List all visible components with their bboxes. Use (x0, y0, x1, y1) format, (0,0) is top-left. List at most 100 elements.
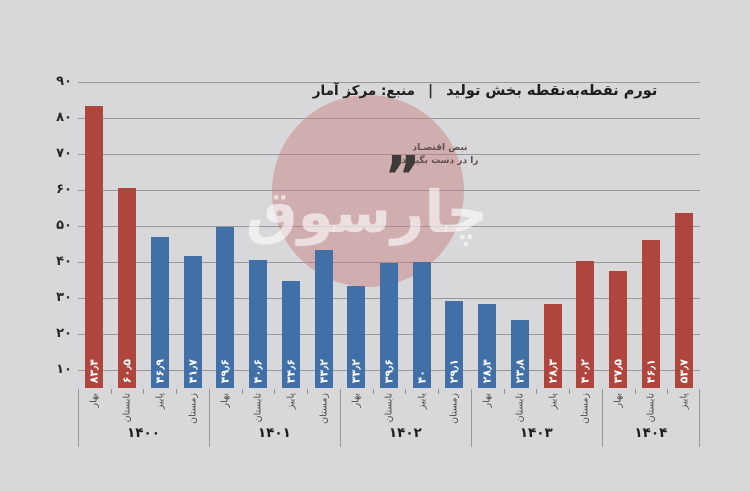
season-label: پاییز (678, 393, 689, 409)
bar-value-label: ۵۳٫۷ (677, 359, 690, 383)
y-axis-tick-label: ۶۰ (32, 181, 72, 199)
season-label: بهار (220, 393, 231, 408)
bar: ۴۱٫۷ (184, 256, 202, 388)
season-tick (373, 389, 374, 394)
season-label: تابستان (253, 393, 264, 422)
season-label: زمستان (580, 393, 591, 424)
bar-slot: ۲۳٫۸ (504, 64, 537, 388)
bar: ۲۸٫۴ (478, 304, 496, 388)
y-axis-tick-label: ۲۰ (32, 325, 72, 343)
season-label: پاییز (285, 393, 296, 409)
bar: ۴۶٫۱ (642, 240, 660, 388)
bar: ۲۹٫۱ (445, 301, 463, 388)
season-tick (667, 389, 668, 394)
header-separator: | (428, 83, 433, 99)
bar-slot: ۴۹٫۶ (209, 64, 242, 388)
season-label: بهار (89, 393, 100, 408)
bar: ۳۴٫۶ (282, 281, 300, 388)
bar: ۴۰٫۶ (249, 260, 267, 388)
bar: ۳۷٫۵ (609, 271, 627, 388)
bar-slot: ۲۹٫۱ (438, 64, 471, 388)
season-tick (111, 389, 112, 394)
season-tick (438, 389, 439, 394)
x-axis: بهار تابستان پاییز زمستان بهار تابستان پاییز زم… (78, 388, 700, 458)
season-tick (405, 389, 406, 394)
season-label: پاییز (416, 393, 427, 409)
bar: ۸۳٫۴ (85, 106, 103, 388)
bar-slot: ۳۷٫۵ (602, 64, 635, 388)
year-label: ۱۴۰۳ (471, 425, 602, 441)
bar: ۴۰ (413, 262, 431, 388)
bar: ۲۳٫۸ (511, 320, 529, 388)
bar-value-label: ۴۶٫۱ (644, 359, 657, 383)
bar-slot: ۳۹٫۶ (373, 64, 406, 388)
bar-value-label: ۸۳٫۴ (88, 359, 101, 383)
bar-value-label: ۴۰٫۲ (579, 359, 592, 383)
y-axis-tick-label: ۸۰ (32, 109, 72, 127)
season-label: تابستان (122, 393, 133, 422)
year-label: ۱۴۰۰ (78, 425, 209, 441)
chart-canvas: تورم نقطه‌به‌نقطه بخش تولید | منبع: مرکز… (0, 0, 750, 491)
season-label: بهار (351, 393, 362, 408)
season-label: تابستان (384, 393, 395, 422)
bar-value-label: ۲۸٫۴ (481, 359, 494, 383)
bar-value-label: ۳۹٫۶ (382, 359, 395, 383)
bar-slot: ۳۴٫۶ (274, 64, 307, 388)
bar-value-label: ۲۹٫۱ (448, 359, 461, 383)
bar-value-label: ۴۳٫۲ (317, 359, 330, 383)
bar: ۴۹٫۶ (216, 227, 234, 388)
season-label: تابستان (514, 393, 525, 422)
chart-source: منبع: مرکز آمار (313, 83, 415, 99)
bar-value-label: ۴۶٫۹ (153, 359, 166, 383)
bar-slot: ۴۱٫۷ (176, 64, 209, 388)
season-label: زمستان (449, 393, 460, 424)
season-label: زمستان (318, 393, 329, 424)
year-label: ۱۴۰۴ (602, 425, 700, 441)
season-label: بهار (482, 393, 493, 408)
season-tick (635, 389, 636, 394)
season-tick (536, 389, 537, 394)
bar-value-label: ۳۴٫۶ (284, 359, 297, 383)
y-axis-tick-label: ۴۰ (32, 253, 72, 271)
bar-slot: ۸۳٫۴ (78, 64, 111, 388)
season-tick (176, 389, 177, 394)
bar: ۵۳٫۷ (675, 213, 693, 388)
y-axis-tick-label: ۹۰ (32, 73, 72, 91)
bar: ۳۳٫۲ (347, 286, 365, 388)
bar-value-label: ۳۷٫۵ (612, 359, 625, 383)
bar-value-label: ۴۰ (415, 370, 428, 383)
bars-area: ۸۳٫۴ ۶۰٫۵ ۴۶٫۹ ۴۱٫۷ ۴۹٫۶ ۴۰٫۶ ۳۴٫۶ ۴۳٫۲ ۳۳٫۲ ۳۹٫۶… (78, 64, 700, 388)
y-axis-tick-label: ۳۰ (32, 289, 72, 307)
year-label: ۱۴۰۲ (340, 425, 471, 441)
bar: ۳۹٫۶ (380, 263, 398, 388)
bar-value-label: ۴۰٫۶ (252, 359, 265, 383)
bar: ۴۳٫۲ (315, 250, 333, 388)
bar: ۴۶٫۹ (151, 237, 169, 388)
season-tick (143, 389, 144, 394)
bar-value-label: ۴۹٫۶ (219, 359, 232, 383)
bar-value-label: ۳۳٫۲ (350, 359, 363, 383)
bar: ۴۰٫۲ (576, 261, 594, 388)
bar-value-label: ۴۱٫۷ (186, 359, 199, 383)
bar-slot: ۴۳٫۲ (307, 64, 340, 388)
bar: ۲۸٫۳ (544, 304, 562, 388)
bar-slot: ۵۳٫۷ (667, 64, 700, 388)
season-tick (504, 389, 505, 394)
season-tick (274, 389, 275, 394)
bar: ۶۰٫۵ (118, 188, 136, 388)
bar-slot: ۴۶٫۹ (143, 64, 176, 388)
bar-slot: ۴۶٫۱ (634, 64, 667, 388)
season-tick (242, 389, 243, 394)
bar-slot: ۴۰٫۲ (569, 64, 602, 388)
bar-slot: ۴۰٫۶ (242, 64, 275, 388)
bar-value-label: ۶۰٫۵ (121, 359, 134, 383)
season-label: زمستان (187, 393, 198, 424)
season-label: تابستان (645, 393, 656, 422)
chart-header: تورم نقطه‌به‌نقطه بخش تولید | منبع: مرکز… (250, 80, 720, 102)
bar-slot: ۲۸٫۴ (471, 64, 504, 388)
season-label: پاییز (154, 393, 165, 409)
year-label: ۱۴۰۱ (209, 425, 340, 441)
chart-title: تورم نقطه‌به‌نقطه بخش تولید (446, 83, 657, 99)
y-axis-tick-label: ۷۰ (32, 145, 72, 163)
bar-slot: ۳۳٫۲ (340, 64, 373, 388)
